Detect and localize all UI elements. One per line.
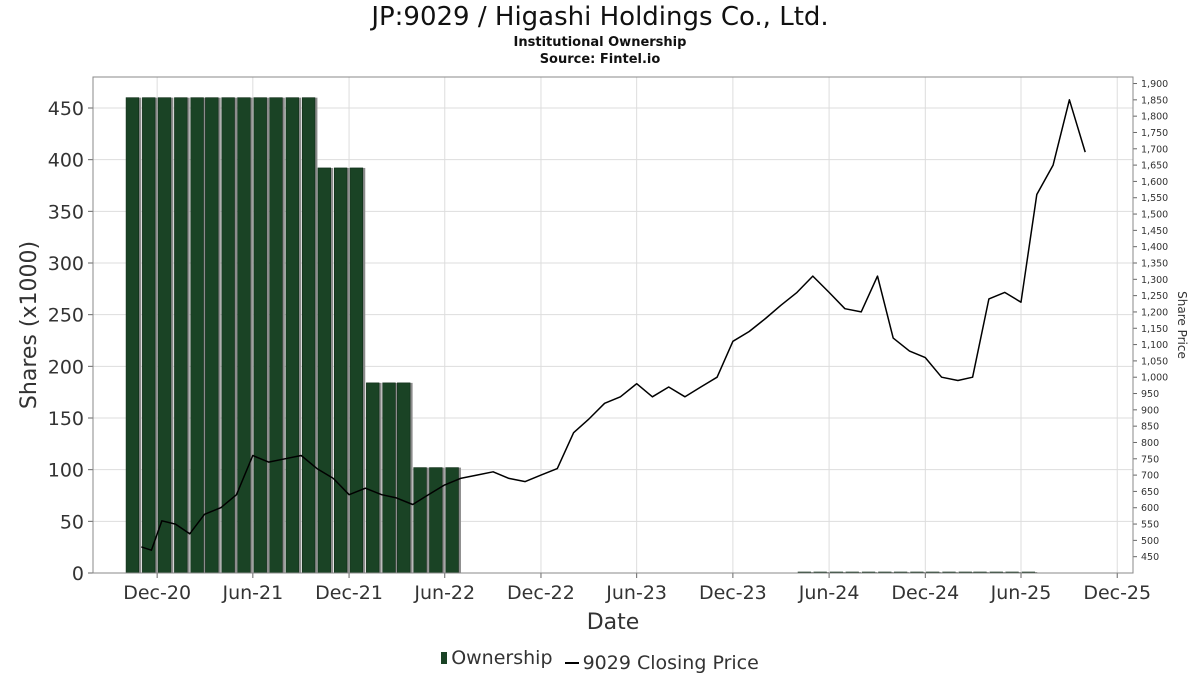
price-line: [141, 99, 1086, 551]
ownership-bar: [205, 97, 219, 574]
y-tick-label: 350: [48, 201, 84, 223]
y-right-tick-label: 1,200: [1141, 307, 1168, 318]
chart-source: Source: Fintel.io: [539, 52, 661, 67]
y-right-tick-label: 1,900: [1141, 79, 1168, 90]
y-tick-label: 0: [72, 563, 84, 585]
legend-label-price: 9029 Closing Price: [582, 652, 759, 674]
y-right-tick-label: 750: [1141, 454, 1159, 465]
chart-title: JP:9029 / Higashi Holdings Co., Ltd.: [371, 2, 829, 32]
ownership-bar: [413, 467, 427, 574]
ownership-bar: [301, 97, 316, 574]
y-right-tick-label: 500: [1141, 536, 1159, 547]
ownership-bar: [174, 97, 188, 574]
y-right-tick-label: 650: [1141, 487, 1159, 498]
y-right-tick-label: 1,650: [1141, 161, 1168, 172]
x-tick-label: Jun-22: [413, 582, 475, 604]
y-tick-label: 250: [48, 305, 84, 327]
ownership-bar: [317, 167, 332, 574]
y-axis-label: Shares (x1000): [17, 241, 42, 409]
y-right-tick-label: 550: [1141, 520, 1159, 531]
x-tick-label: Jun-24: [798, 582, 860, 604]
ownership-bar: [333, 167, 348, 574]
plot-frame: [92, 76, 1134, 574]
ownership-bar: [269, 97, 283, 574]
y-right-tick-label: 1,100: [1141, 340, 1168, 351]
ownership-bar: [349, 167, 364, 574]
y-tick-label: 100: [48, 460, 84, 482]
price-line-group: [141, 99, 1086, 551]
y-tick-label: 50: [60, 511, 84, 533]
y-right-tick-label: 1,250: [1141, 291, 1168, 302]
x-tick-label: Jun-25: [990, 582, 1052, 604]
y-right-tick-label: 900: [1141, 405, 1159, 416]
y-tick-label: 300: [48, 253, 84, 275]
legend: Ownership 9029 Closing Price: [0, 647, 1200, 674]
y-right-tick-label: 850: [1141, 422, 1159, 433]
y-tick-label: 450: [48, 98, 84, 120]
ownership-bar: [253, 97, 267, 574]
y-right-tick-label: 1,850: [1141, 95, 1168, 106]
y-tick-label: 150: [48, 408, 84, 430]
legend-label-ownership: Ownership: [451, 647, 553, 669]
ownership-bar: [157, 97, 172, 574]
legend-item-ownership: Ownership: [441, 647, 553, 669]
x-tick-label: Dec-20: [123, 582, 191, 604]
y-right-tick-label: 1,150: [1141, 324, 1168, 335]
y-right-tick-label: 450: [1141, 552, 1159, 563]
y-right-tick-label: 600: [1141, 503, 1159, 514]
ownership-bar: [125, 97, 140, 574]
y-tick-label: 200: [48, 356, 84, 378]
line-swatch-icon: [564, 662, 579, 664]
x-tick-label: Dec-21: [315, 582, 383, 604]
axes: 0 50 100 150 200 250 300 350 400 450 Dec-20 Jun-21 D…: [48, 76, 1168, 604]
x-tick-label: Jun-21: [221, 582, 283, 604]
y-right-tick-label: 1,350: [1141, 259, 1168, 270]
x-tick-label: Dec-24: [891, 582, 959, 604]
y-axis-right-label: Share Price: [1175, 291, 1189, 359]
chart-subtitle: Institutional Ownership: [513, 35, 687, 50]
legend-item-price: 9029 Closing Price: [559, 652, 759, 674]
ownership-bar: [190, 97, 204, 574]
ownership-bar: [142, 97, 156, 574]
ownership-bar: [285, 97, 299, 574]
y-right-tick-label: 1,800: [1141, 112, 1168, 123]
y-right-tick-label: 1,050: [1141, 356, 1168, 367]
y-right-tick-label: 1,550: [1141, 193, 1168, 204]
y-right-tick-label: 1,400: [1141, 242, 1168, 253]
y-right-tick-label: 1,600: [1141, 177, 1168, 188]
ownership-bar: [397, 382, 411, 574]
bar-swatch-icon: [441, 652, 448, 664]
ownership-bar: [237, 97, 251, 574]
y-right-tick-label: 700: [1141, 471, 1159, 482]
ownership-bar: [429, 467, 443, 574]
y-right-tick-label: 950: [1141, 389, 1159, 400]
y-tick-label: 400: [48, 150, 84, 172]
y-right-tick-label: 1,750: [1141, 128, 1168, 139]
ownership-bar: [382, 382, 396, 574]
x-tick-label: Dec-22: [507, 582, 575, 604]
x-tick-label: Dec-23: [699, 582, 767, 604]
y-right-tick-label: 1,300: [1141, 275, 1168, 286]
y-right-tick-label: 800: [1141, 438, 1159, 449]
ownership-bars: [125, 97, 1038, 574]
y-right-tick-label: 1,500: [1141, 210, 1168, 221]
y-right-tick-label: 1,700: [1141, 144, 1168, 155]
y-right-tick-label: 1,000: [1141, 373, 1168, 384]
ownership-bar: [366, 382, 380, 574]
x-tick-label: Dec-25: [1083, 582, 1151, 604]
x-tick-label: Jun-23: [605, 582, 667, 604]
y-right-tick-label: 1,450: [1141, 226, 1168, 237]
x-axis-label: Date: [587, 610, 640, 635]
